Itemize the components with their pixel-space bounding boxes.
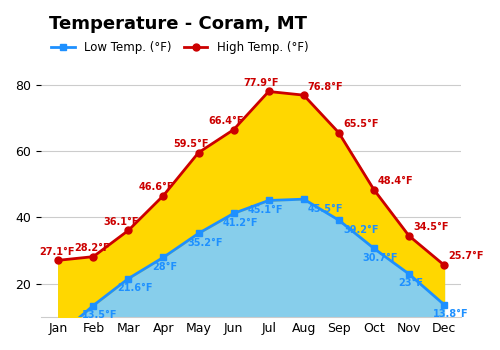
Text: 65.5°F: 65.5°F — [343, 119, 378, 129]
Text: 45.1°F: 45.1°F — [248, 205, 284, 215]
Text: 41.2°F: 41.2°F — [222, 218, 258, 228]
Text: 23°F: 23°F — [398, 279, 423, 288]
Text: 39.2°F: 39.2°F — [343, 225, 378, 235]
Text: 28°F: 28°F — [152, 262, 178, 272]
Text: 28.2°F: 28.2°F — [74, 243, 110, 253]
Text: 35.2°F: 35.2°F — [188, 238, 223, 248]
Text: 34.5°F: 34.5°F — [413, 222, 448, 232]
Text: 30.7°F: 30.7°F — [362, 253, 398, 263]
Text: 66.4°F: 66.4°F — [208, 116, 244, 126]
Text: 4.4°F: 4.4°F — [0, 349, 1, 350]
Text: 48.4°F: 48.4°F — [378, 176, 414, 186]
Text: 36.1°F: 36.1°F — [104, 217, 139, 227]
Text: 77.9°F: 77.9°F — [244, 78, 279, 88]
Text: 13.8°F: 13.8°F — [433, 309, 468, 319]
Text: 59.5°F: 59.5°F — [174, 139, 209, 149]
Text: 21.6°F: 21.6°F — [118, 283, 153, 293]
Text: 76.8°F: 76.8°F — [308, 82, 344, 92]
Text: 45.5°F: 45.5°F — [308, 204, 344, 214]
Text: 46.6°F: 46.6°F — [138, 182, 174, 192]
Text: 25.7°F: 25.7°F — [448, 251, 484, 261]
Legend: Low Temp. (°F), High Temp. (°F): Low Temp. (°F), High Temp. (°F) — [46, 36, 313, 59]
Text: Temperature - Coram, MT: Temperature - Coram, MT — [49, 15, 307, 33]
Text: 27.1°F: 27.1°F — [39, 247, 74, 257]
Text: 13.5°F: 13.5°F — [82, 310, 118, 320]
